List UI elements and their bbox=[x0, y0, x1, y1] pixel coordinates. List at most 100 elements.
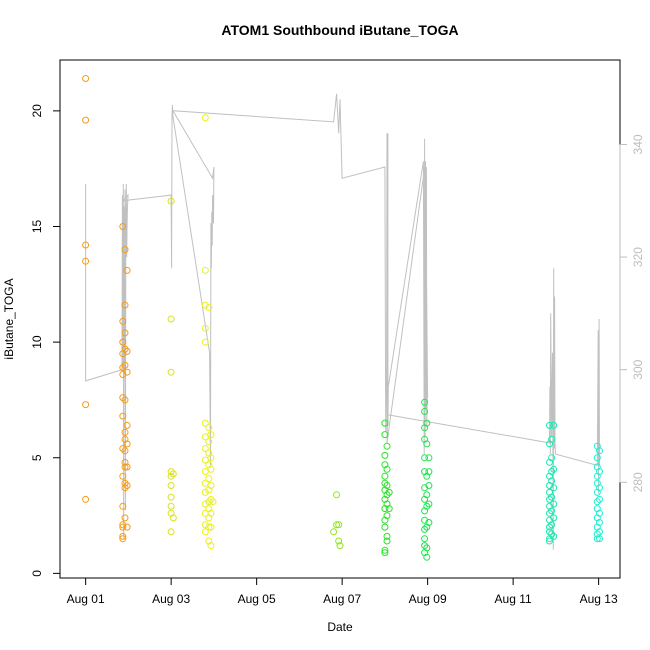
data-point bbox=[383, 491, 391, 499]
data-point bbox=[207, 509, 215, 517]
x-tick-label: Aug 05 bbox=[238, 592, 276, 606]
data-point bbox=[381, 546, 389, 554]
data-point bbox=[82, 116, 90, 124]
x-tick-label: Aug 13 bbox=[580, 592, 618, 606]
data-point bbox=[207, 482, 215, 489]
data-point bbox=[548, 493, 556, 501]
x-tick-label: Aug 01 bbox=[67, 592, 105, 606]
data-point bbox=[333, 521, 341, 529]
data-point bbox=[205, 475, 213, 483]
data-point bbox=[207, 523, 215, 531]
data-point bbox=[335, 537, 343, 545]
data-point bbox=[596, 535, 603, 543]
data-point bbox=[201, 301, 209, 309]
data-point bbox=[123, 440, 131, 448]
data-point bbox=[167, 197, 175, 205]
data-point bbox=[119, 223, 127, 230]
data-point bbox=[548, 530, 556, 538]
y2-axis: 280 300 320 340 bbox=[619, 134, 645, 492]
data-point bbox=[596, 447, 603, 455]
y-tick-label: 20 bbox=[30, 104, 44, 118]
data-point bbox=[123, 463, 131, 471]
data-point bbox=[425, 454, 433, 462]
data-point bbox=[201, 488, 209, 496]
data-point bbox=[167, 468, 175, 476]
series-group bbox=[381, 419, 393, 557]
y-tick-label: 0 bbox=[30, 570, 44, 577]
data-point bbox=[119, 394, 127, 402]
data-point bbox=[205, 424, 213, 432]
data-point bbox=[425, 468, 433, 476]
data-point bbox=[201, 528, 209, 536]
data-point bbox=[385, 488, 393, 496]
series-group bbox=[330, 491, 344, 550]
data-point bbox=[167, 502, 175, 510]
secondary-trace-line bbox=[85, 93, 600, 550]
x-tick-label: Aug 03 bbox=[152, 592, 190, 606]
data-point bbox=[119, 502, 127, 510]
data-point bbox=[596, 519, 603, 526]
data-point bbox=[167, 482, 175, 489]
data-point bbox=[381, 419, 389, 427]
data-point bbox=[82, 241, 90, 249]
data-point bbox=[205, 523, 213, 531]
y-tick-label: 5 bbox=[30, 454, 44, 461]
data-point bbox=[546, 528, 553, 536]
data-point bbox=[207, 542, 215, 550]
data-point bbox=[421, 454, 429, 462]
data-point bbox=[167, 528, 175, 536]
data-point bbox=[425, 500, 433, 508]
data-point bbox=[121, 484, 129, 492]
data-point bbox=[201, 445, 209, 452]
y2-tick-label: 320 bbox=[631, 247, 645, 267]
y-axis-title: iButane_TOGA bbox=[2, 278, 16, 359]
data-point bbox=[548, 521, 556, 529]
data-point bbox=[546, 523, 553, 531]
data-point bbox=[383, 442, 391, 450]
data-point bbox=[596, 484, 603, 492]
data-point bbox=[548, 477, 556, 485]
data-point bbox=[383, 532, 391, 540]
x-axis: Aug 01 Aug 03 Aug 05 Aug 07 Aug 09 Aug 11 Aug … bbox=[67, 577, 618, 606]
data-point bbox=[381, 549, 389, 557]
data-point bbox=[121, 345, 129, 353]
data-point bbox=[330, 528, 338, 536]
data-point bbox=[381, 479, 389, 487]
data-point bbox=[121, 447, 129, 455]
data-point bbox=[207, 495, 215, 503]
data-point bbox=[385, 505, 393, 513]
chart-title: ATOM1 Southbound iButane_TOGA bbox=[221, 22, 458, 38]
data-point bbox=[121, 428, 129, 436]
data-point bbox=[169, 470, 177, 478]
data-point bbox=[167, 493, 175, 501]
data-point bbox=[119, 364, 127, 372]
data-point bbox=[167, 315, 175, 323]
secondary-line-layer bbox=[85, 93, 600, 550]
x-tick-label: Aug 07 bbox=[323, 592, 361, 606]
data-point bbox=[423, 553, 431, 561]
data-point bbox=[121, 301, 129, 309]
series-group bbox=[421, 398, 433, 561]
data-point bbox=[121, 361, 129, 369]
data-point bbox=[550, 484, 558, 492]
x-tick-label: Aug 11 bbox=[495, 592, 532, 606]
series-group bbox=[546, 421, 558, 545]
data-point bbox=[421, 535, 429, 543]
data-point bbox=[119, 535, 127, 543]
data-point bbox=[205, 498, 213, 506]
data-point bbox=[596, 509, 603, 517]
series-group bbox=[119, 223, 131, 543]
data-point bbox=[335, 521, 343, 529]
data-point bbox=[121, 463, 129, 471]
data-point bbox=[381, 523, 389, 531]
data-point bbox=[119, 523, 127, 531]
data-point bbox=[167, 368, 175, 376]
data-point bbox=[119, 445, 127, 452]
data-point bbox=[119, 317, 127, 325]
data-point bbox=[121, 396, 129, 404]
data-point bbox=[123, 482, 131, 489]
data-point bbox=[119, 338, 127, 346]
data-point bbox=[596, 495, 603, 503]
data-point bbox=[550, 514, 558, 522]
data-point bbox=[423, 544, 431, 552]
